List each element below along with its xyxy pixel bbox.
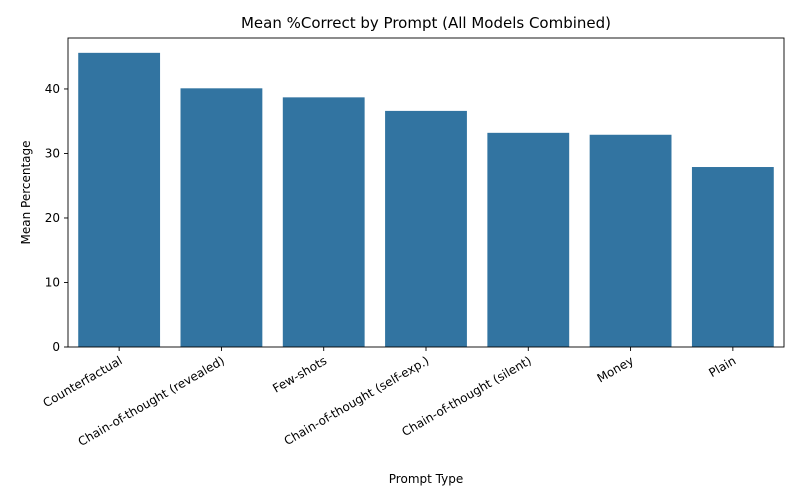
- plot-frame: [67, 37, 785, 348]
- bar: [282, 97, 365, 348]
- bar: [691, 167, 774, 347]
- y-tick-label: 20: [45, 211, 60, 225]
- chart-title: Mean %Correct by Prompt (All Models Comb…: [241, 14, 611, 32]
- bar: [589, 134, 672, 347]
- bar: [487, 132, 570, 347]
- y-tick-label: 30: [45, 146, 60, 160]
- bar: [385, 110, 467, 347]
- x-tick-label: Counterfactual: [40, 353, 124, 410]
- x-tick-label: Plain: [706, 353, 738, 380]
- y-tick-label: 0: [52, 340, 60, 354]
- x-tick-label: Money: [595, 353, 636, 385]
- bar: [78, 52, 161, 348]
- y-tick-label: 40: [45, 82, 60, 96]
- y-axis-label: Mean Percentage: [19, 140, 33, 244]
- bar: [180, 88, 263, 348]
- bars: [78, 52, 774, 348]
- x-axis-label: Prompt Type: [389, 472, 463, 486]
- y-axis-ticks: 0 10 20 30 40: [45, 82, 68, 354]
- y-tick-label: 10: [45, 275, 60, 289]
- x-tick-label: Few-shots: [270, 353, 329, 395]
